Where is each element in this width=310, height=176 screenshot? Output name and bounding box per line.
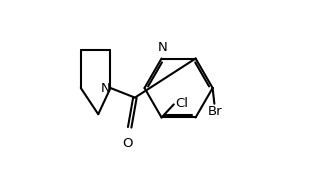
Text: Br: Br [208, 105, 223, 118]
Text: O: O [122, 137, 132, 150]
Text: Cl: Cl [175, 97, 188, 110]
Text: N: N [157, 41, 167, 54]
Text: N: N [101, 81, 111, 95]
